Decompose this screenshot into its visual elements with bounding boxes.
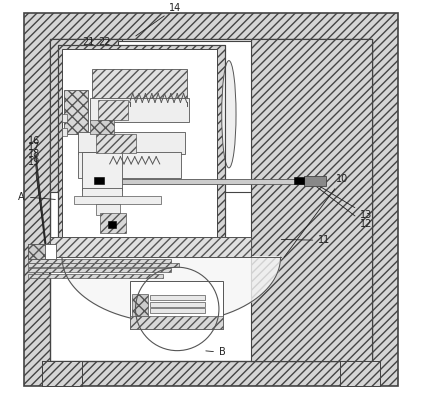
Bar bbox=[28, 274, 163, 278]
Bar bbox=[62, 128, 67, 136]
Bar bbox=[96, 180, 304, 184]
Ellipse shape bbox=[162, 61, 176, 168]
Bar bbox=[42, 361, 82, 386]
Text: 11: 11 bbox=[281, 235, 330, 245]
Bar bbox=[118, 41, 251, 192]
Bar bbox=[94, 177, 104, 184]
Bar bbox=[340, 361, 380, 386]
Bar bbox=[78, 132, 185, 154]
Ellipse shape bbox=[142, 61, 157, 172]
Bar bbox=[82, 152, 122, 190]
Bar bbox=[28, 244, 45, 259]
Bar bbox=[130, 316, 223, 329]
Bar bbox=[92, 69, 187, 108]
Bar bbox=[28, 244, 56, 259]
Text: 15: 15 bbox=[182, 144, 245, 179]
Bar bbox=[50, 39, 122, 192]
Bar bbox=[295, 177, 304, 184]
Text: 22: 22 bbox=[98, 37, 116, 253]
Bar bbox=[96, 203, 119, 215]
Bar bbox=[304, 176, 326, 186]
Text: A: A bbox=[18, 192, 55, 201]
Polygon shape bbox=[62, 257, 281, 323]
Text: 13: 13 bbox=[316, 184, 372, 219]
Bar bbox=[100, 213, 126, 233]
Bar bbox=[58, 45, 225, 247]
Bar bbox=[58, 45, 225, 247]
Bar bbox=[62, 114, 67, 122]
Text: 12: 12 bbox=[316, 187, 372, 229]
Bar bbox=[50, 237, 251, 257]
Text: 19: 19 bbox=[28, 157, 50, 275]
Text: 17: 17 bbox=[28, 142, 48, 265]
Bar bbox=[340, 361, 380, 386]
Text: 16: 16 bbox=[28, 136, 48, 260]
Ellipse shape bbox=[202, 61, 216, 172]
Text: 21: 21 bbox=[82, 37, 97, 253]
Ellipse shape bbox=[182, 61, 196, 164]
Bar bbox=[130, 281, 223, 329]
Bar bbox=[132, 294, 148, 316]
Bar bbox=[108, 221, 116, 228]
Bar bbox=[50, 237, 251, 257]
Bar bbox=[62, 49, 217, 243]
Bar bbox=[64, 91, 88, 134]
Text: 14: 14 bbox=[136, 3, 181, 36]
Bar bbox=[78, 152, 181, 178]
Bar bbox=[74, 196, 161, 204]
Bar bbox=[98, 100, 127, 120]
Bar bbox=[28, 259, 171, 263]
Text: B: B bbox=[206, 348, 226, 358]
Ellipse shape bbox=[122, 61, 137, 164]
Ellipse shape bbox=[222, 61, 236, 168]
Bar bbox=[50, 39, 372, 361]
Bar bbox=[150, 302, 206, 306]
Text: 18: 18 bbox=[28, 149, 48, 269]
Bar bbox=[90, 98, 189, 122]
Text: 10: 10 bbox=[284, 174, 349, 257]
Bar bbox=[96, 134, 135, 153]
Bar bbox=[42, 361, 82, 386]
Bar bbox=[150, 308, 206, 313]
Bar bbox=[28, 268, 171, 272]
Bar bbox=[251, 39, 372, 361]
Bar bbox=[90, 120, 114, 134]
Bar bbox=[82, 188, 122, 198]
Bar bbox=[28, 263, 179, 267]
Bar bbox=[150, 295, 206, 300]
